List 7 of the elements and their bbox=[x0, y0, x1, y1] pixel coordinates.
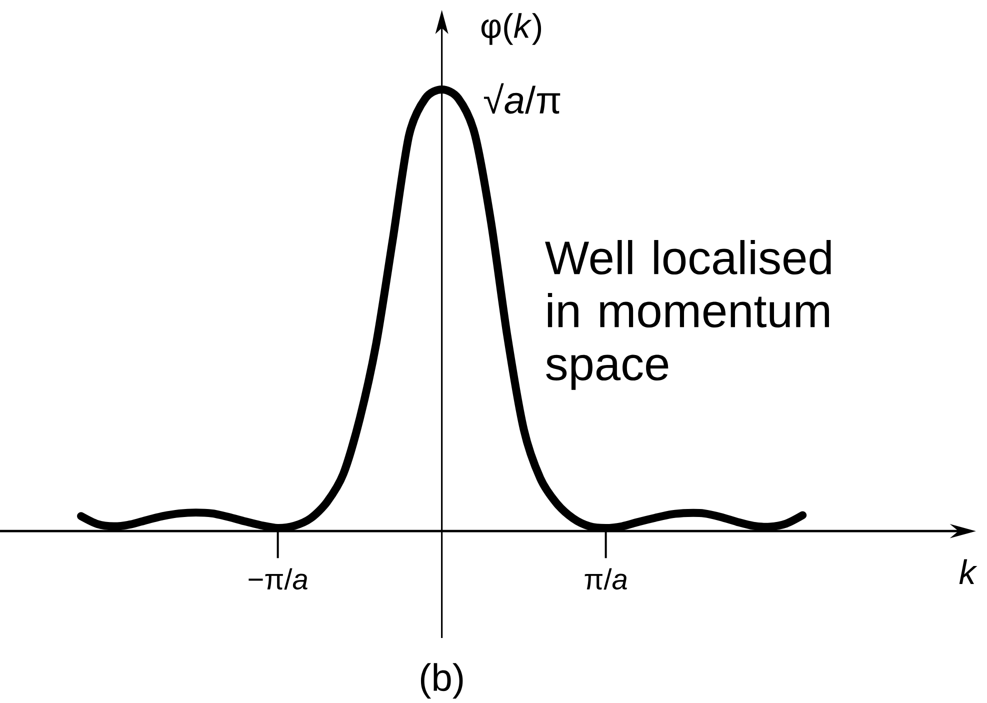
x-tick-label: π/a bbox=[584, 568, 627, 590]
annotation: √a/π bbox=[484, 83, 560, 114]
x-axis-title: k bbox=[959, 559, 978, 584]
text: (b) bbox=[420, 663, 463, 699]
x-tick-label: −π/a bbox=[248, 568, 308, 590]
annotation: Well localised in momentum space bbox=[545, 240, 831, 390]
y-axis-title: φ(k) bbox=[481, 13, 542, 45]
